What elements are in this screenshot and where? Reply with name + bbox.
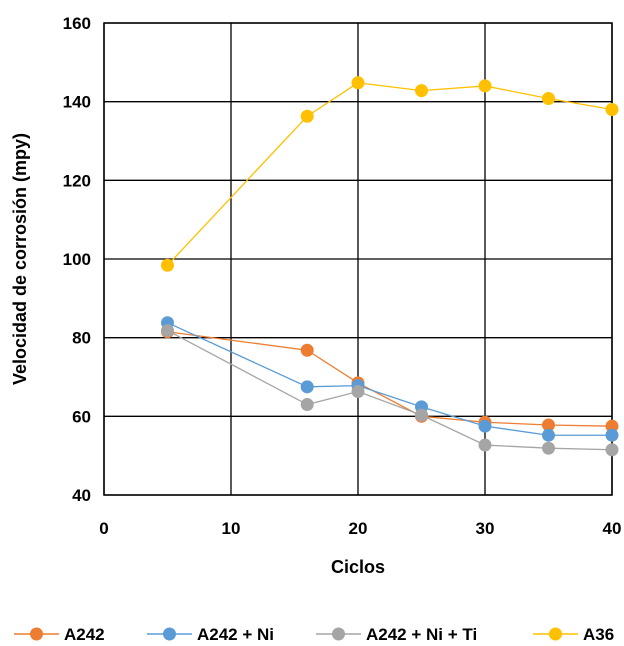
series-a242-ni-ti — [161, 324, 619, 457]
tick-labels: 40 60 80 100 120 140 160 0 10 20 30 40 — [63, 14, 622, 538]
legend-marker — [549, 627, 562, 641]
x-axis-title: Ciclos — [331, 557, 385, 577]
legend-item: A242 + Ni + Ti — [316, 625, 477, 644]
legend-label: A242 — [64, 625, 105, 644]
data-point — [351, 385, 365, 399]
plot-area-border — [103, 22, 613, 496]
data-point — [300, 398, 314, 412]
x-tick-label: 0 — [99, 519, 108, 538]
legend-item: A242 — [14, 625, 105, 644]
data-point — [300, 343, 314, 357]
data-point — [605, 419, 619, 433]
data-point — [605, 443, 619, 457]
legend-label: A242 + Ni + Ti — [366, 625, 477, 644]
y-tick-label: 40 — [72, 486, 91, 505]
data-point — [351, 76, 365, 90]
x-tick-label: 20 — [349, 519, 368, 538]
legend-label: A242 + Ni — [197, 625, 274, 644]
legend-marker — [30, 627, 43, 641]
legend: A242 A242 + Ni A242 + Ni + Ti A36 — [14, 625, 614, 644]
data-point — [300, 380, 314, 394]
y-tick-label: 100 — [63, 250, 91, 269]
series-line — [167, 322, 612, 436]
data-point — [161, 258, 174, 272]
legend-marker — [163, 627, 176, 641]
series-a36 — [161, 76, 619, 272]
data-point — [161, 324, 174, 338]
data-point — [542, 92, 555, 106]
series-line — [167, 331, 613, 427]
legend-label: A36 — [583, 625, 614, 644]
x-tick-label: 30 — [476, 519, 495, 538]
series-layer — [161, 76, 619, 457]
y-tick-label: 120 — [63, 171, 91, 190]
y-tick-label: 60 — [72, 407, 91, 426]
legend-marker — [332, 627, 345, 641]
x-tick-label: 10 — [222, 519, 241, 538]
y-axis-title: Velocidad de corrosión (mpy) — [10, 133, 30, 385]
data-point — [478, 419, 492, 433]
data-point — [478, 438, 492, 452]
y-tick-label: 80 — [72, 329, 91, 348]
data-point — [542, 428, 555, 442]
data-point — [542, 418, 555, 432]
data-point — [478, 79, 492, 93]
data-point — [415, 408, 428, 422]
x-tick-label: 40 — [603, 519, 622, 538]
legend-item: A36 — [533, 625, 614, 644]
y-tick-label: 140 — [63, 93, 91, 112]
data-point — [415, 84, 428, 98]
series-line — [167, 82, 613, 266]
y-tick-label: 160 — [63, 14, 91, 33]
data-point — [605, 103, 619, 117]
data-point — [605, 428, 619, 442]
legend-item: A242 + Ni — [147, 625, 274, 644]
data-point — [542, 441, 555, 455]
data-point — [300, 109, 314, 123]
